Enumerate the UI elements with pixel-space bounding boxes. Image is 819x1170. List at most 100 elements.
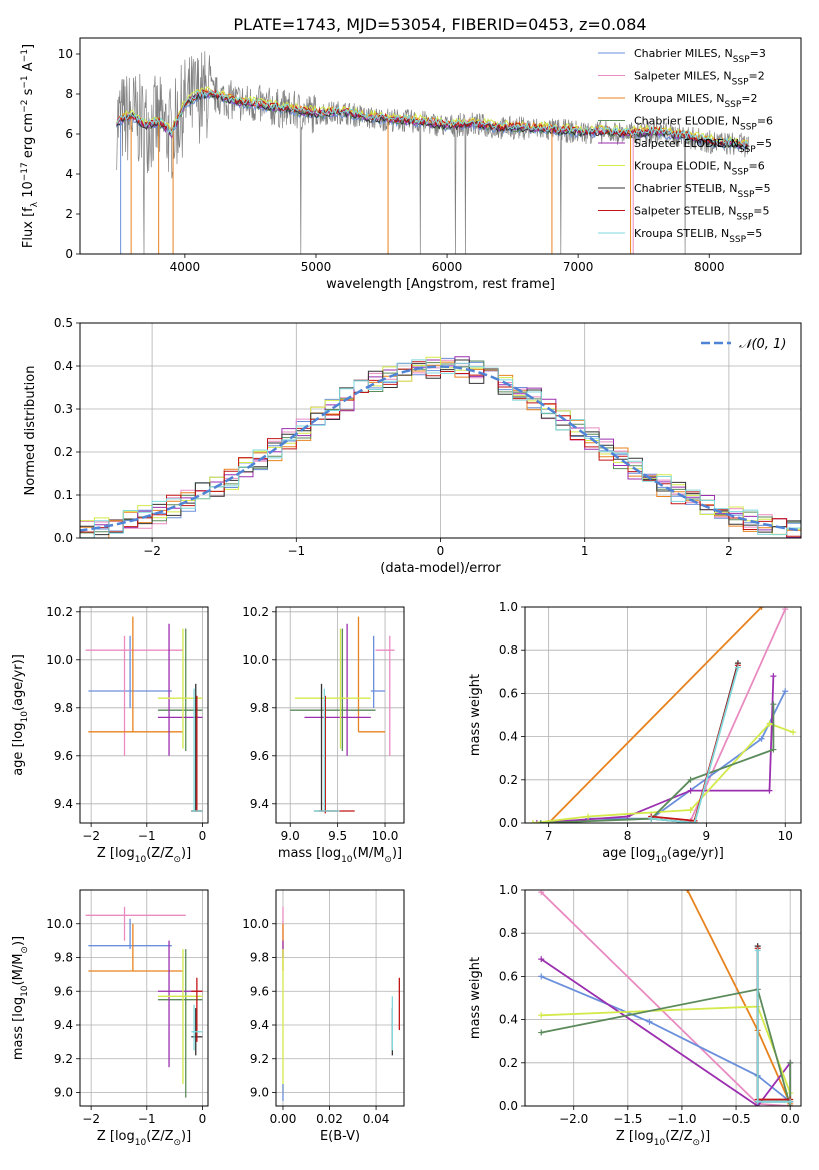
x-tick-label: −1.5	[613, 1112, 642, 1126]
series-line-salpeter_stelib	[756, 948, 791, 1101]
series-line-chabrier_elodie	[541, 988, 792, 1106]
label-part: =2	[741, 92, 757, 105]
label-part: 10	[341, 855, 353, 865]
label-part: log	[636, 846, 656, 861]
series-marker-salpeter_elodie	[766, 787, 773, 794]
x-tick-label: 0	[199, 1112, 207, 1126]
legend-label-chabrier_elodie: Chabrier ELODIE, NSSP=6	[634, 115, 773, 133]
label-part: SSP	[724, 100, 741, 110]
axes-frame	[79, 37, 802, 255]
label-part: Kroupa STELIB, N	[634, 227, 729, 240]
label-part: ⊙	[173, 855, 181, 865]
series-marker-salpeter_elodie	[533, 820, 540, 823]
y-tick-label: 0.6	[499, 686, 518, 700]
y-tick-label: 4	[65, 167, 73, 181]
series-marker-kroupa_miles	[684, 890, 691, 893]
label-part: s	[21, 88, 36, 99]
label-part: =2	[749, 70, 765, 83]
y-tick-label: 0.4	[499, 1013, 518, 1027]
label-part: ⊙	[20, 946, 30, 954]
label-part: Salpeter STELIB, N	[634, 205, 736, 218]
x-axis-label: age [log10(age/yr)]	[602, 846, 724, 865]
y-tick-label: 9.4	[250, 797, 269, 811]
label-part: (M/M	[353, 846, 385, 861]
gaussian-curve	[80, 365, 801, 532]
label-part: erg cm	[21, 113, 36, 162]
y-tick-label: 9.8	[250, 951, 269, 965]
plot-area	[116, 51, 749, 254]
y-tick-label: 10.0	[242, 653, 269, 667]
series-marker-chabrier_elodie	[770, 746, 777, 753]
series-marker-kroupa_elodie	[687, 807, 694, 814]
series-line-chabrier_miles	[540, 975, 791, 1103]
x-tick-label: 1	[581, 544, 589, 558]
y-tick-label: 0.1	[54, 488, 73, 502]
axes-frame	[275, 606, 405, 824]
label-part: ⊙	[692, 1138, 700, 1148]
label-part: −17	[20, 162, 30, 181]
label-part: =5	[746, 227, 762, 240]
series-marker-kroupa_elodie	[766, 720, 773, 727]
label-part: log	[115, 846, 135, 861]
x-tick-label: −2	[143, 544, 161, 558]
label-part: wavelength [Angstrom, rest frame]	[326, 277, 555, 292]
label-part: =5	[754, 182, 770, 195]
plot-area	[529, 607, 797, 823]
label-part: −2	[20, 100, 30, 113]
mass-vs-z-panel: −2 −1 09.09.29.49.69.810.0Z [log10(Z/Z⊙)]m…	[11, 889, 209, 1148]
label-part: 10	[135, 1138, 147, 1148]
series-marker-salpeter_elodie	[770, 673, 777, 680]
spectrum-panel: 4000 5000 6000 7000 8000 0 2 4 6 8 10 wavelength [A…	[20, 37, 802, 292]
legend-label-kroupa_elodie: Kroupa ELODIE, NSSP=6	[634, 160, 765, 178]
y-tick-label: 0.8	[499, 926, 518, 940]
label-part: SSP	[739, 145, 756, 155]
x-tick-label: −1.0	[667, 1112, 696, 1126]
y-tick-label: 10.0	[46, 917, 73, 931]
y-tick-label: 9.4	[54, 1018, 73, 1032]
label-part: Z [	[616, 1129, 634, 1144]
y-tick-label: 9.6	[54, 984, 73, 998]
x-tick-label: 4000	[170, 260, 201, 274]
label-part: log	[321, 846, 341, 861]
label-part: ]	[21, 44, 36, 49]
x-tick-label: 7000	[563, 260, 594, 274]
label-part: SSP	[740, 123, 757, 133]
x-tick-label: 0.0	[781, 1112, 800, 1126]
label-part: log	[11, 723, 26, 743]
series-marker-chabrier_elodie	[770, 701, 777, 708]
series-line-salpeter_elodie	[536, 676, 775, 823]
label-part: =5	[753, 205, 769, 218]
label-part: (age/yr)]	[11, 654, 26, 711]
legend-label-chabrier_stelib: Chabrier STELIB, NSSP=5	[634, 182, 771, 200]
y-axis-label: Normed distribution	[23, 366, 38, 496]
plot-area	[85, 906, 203, 1098]
y-tick-label: 0.4	[499, 730, 518, 744]
series-line-kroupa_miles	[686, 890, 792, 1105]
series-marker-kroupa_stelib	[754, 1098, 761, 1105]
x-tick-label: 10.0	[372, 829, 399, 843]
axes-frame	[524, 606, 802, 824]
residuals-panel: −2 −1 0 1 2 0.0 0.1 0.2 0.3 0.4 0.5 (data-model)/er…	[23, 316, 802, 576]
y-axis-label: mass weight	[468, 957, 483, 1039]
axes-frame	[79, 889, 209, 1107]
y-tick-label: 6	[65, 127, 73, 141]
label-part: =6	[757, 115, 773, 128]
legend-label-gaussian: 𝒩(0, 1)	[739, 337, 786, 352]
legend-label-kroupa_stelib: Kroupa STELIB, NSSP=5	[634, 227, 762, 245]
label-part: SSP	[732, 78, 749, 88]
axes-frame	[524, 889, 802, 1107]
x-tick-label: 0	[437, 544, 445, 558]
label-part: )]	[392, 846, 402, 861]
y-tick-label: 0.6	[499, 969, 518, 983]
y-tick-label: 1.0	[499, 883, 518, 897]
x-axis-label: (data-model)/error	[380, 561, 501, 576]
plot-area	[80, 356, 801, 538]
series-line-chabrier_miles	[588, 690, 787, 820]
legend-label-salpeter_stelib: Salpeter STELIB, NSSP=5	[634, 205, 770, 223]
age-vs-mass-panel: 9.0 9.5 10.0 9.4 9.6 9.8 10.0 10.2 mass [log10(M…	[242, 605, 405, 865]
y-tick-label: 9.6	[250, 984, 269, 998]
y-tick-label: 0.0	[54, 531, 73, 545]
label-part: (M/M	[11, 954, 26, 986]
label-part: 10	[654, 1138, 666, 1148]
y-tick-label: 0.3	[54, 402, 73, 416]
